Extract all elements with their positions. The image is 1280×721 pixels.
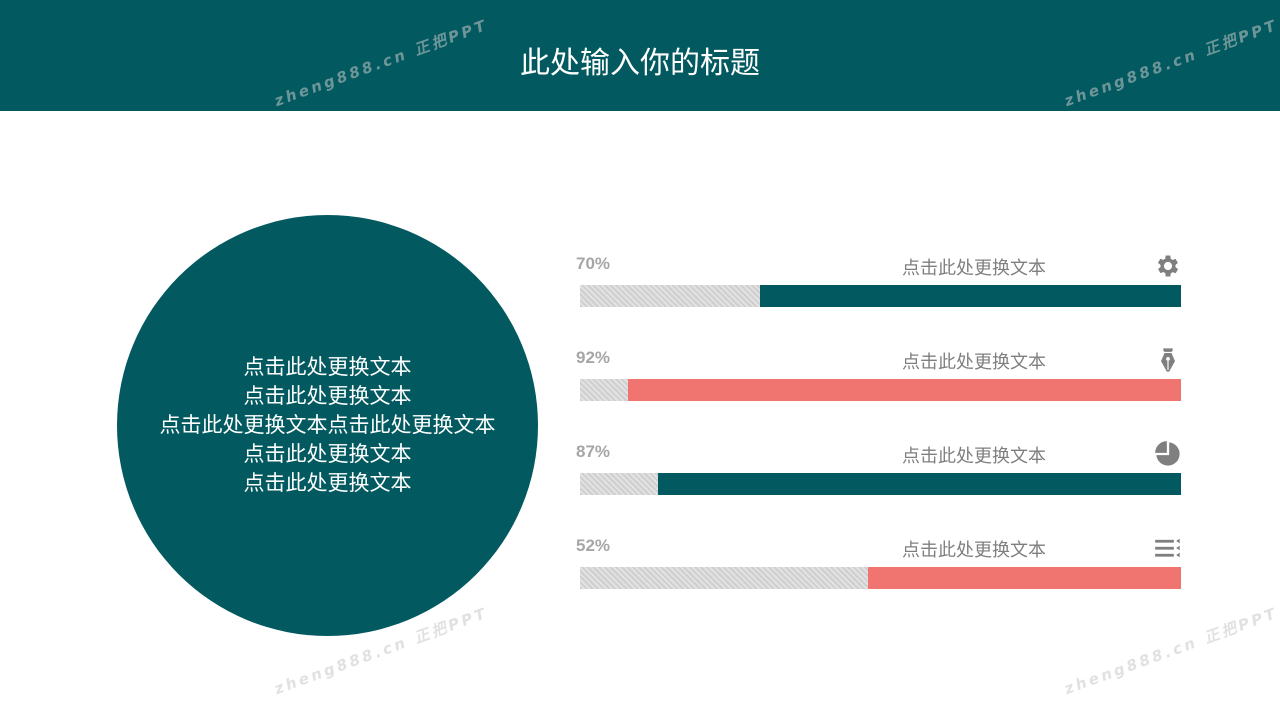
- progress-track: [580, 379, 1181, 401]
- progress-row: 70% 点击此处更换文本: [576, 254, 1186, 314]
- row-label: 点击此处更换文本: [902, 258, 1046, 279]
- watermark: zheng888.cn 正把PPT: [1061, 603, 1280, 699]
- page-title: 此处输入你的标题: [520, 46, 760, 81]
- circle-text-line: 点击此处更换文本点击此处更换文本: [159, 413, 496, 437]
- progress-fill: [868, 567, 1181, 589]
- row-label: 点击此处更换文本: [902, 540, 1046, 561]
- percent-label: 70%: [576, 254, 611, 273]
- pie-chart-icon: [1154, 440, 1182, 468]
- progress-fill: [760, 285, 1181, 307]
- progress-fill: [628, 379, 1181, 401]
- circle-text-line: 点击此处更换文本: [243, 471, 412, 495]
- percent-label: 87%: [576, 442, 611, 461]
- list-icon: [1154, 534, 1182, 562]
- progress-row: 52% 点击此处更换文本: [576, 536, 1186, 596]
- percent-label: 92%: [576, 348, 611, 367]
- pen-nib-icon: [1154, 346, 1182, 374]
- progress-track: [580, 285, 1181, 307]
- circle-text-line: 点击此处更换文本: [243, 384, 412, 408]
- circle-text-line: 点击此处更换文本: [243, 442, 412, 466]
- gear-icon: [1154, 252, 1182, 280]
- progress-track: [580, 567, 1181, 589]
- row-label: 点击此处更换文本: [902, 446, 1046, 467]
- percent-label: 52%: [576, 536, 611, 555]
- progress-fill: [658, 473, 1181, 495]
- header-bar: 此处输入你的标题: [0, 0, 1280, 111]
- progress-track: [580, 473, 1181, 495]
- row-label: 点击此处更换文本: [902, 352, 1046, 373]
- text-circle: 点击此处更换文本 点击此处更换文本 点击此处更换文本点击此处更换文本 点击此处更…: [117, 215, 538, 636]
- progress-row: 87% 点击此处更换文本: [576, 440, 1186, 502]
- progress-row: 92% 点击此处更换文本: [576, 348, 1186, 408]
- circle-text-line: 点击此处更换文本: [243, 355, 412, 379]
